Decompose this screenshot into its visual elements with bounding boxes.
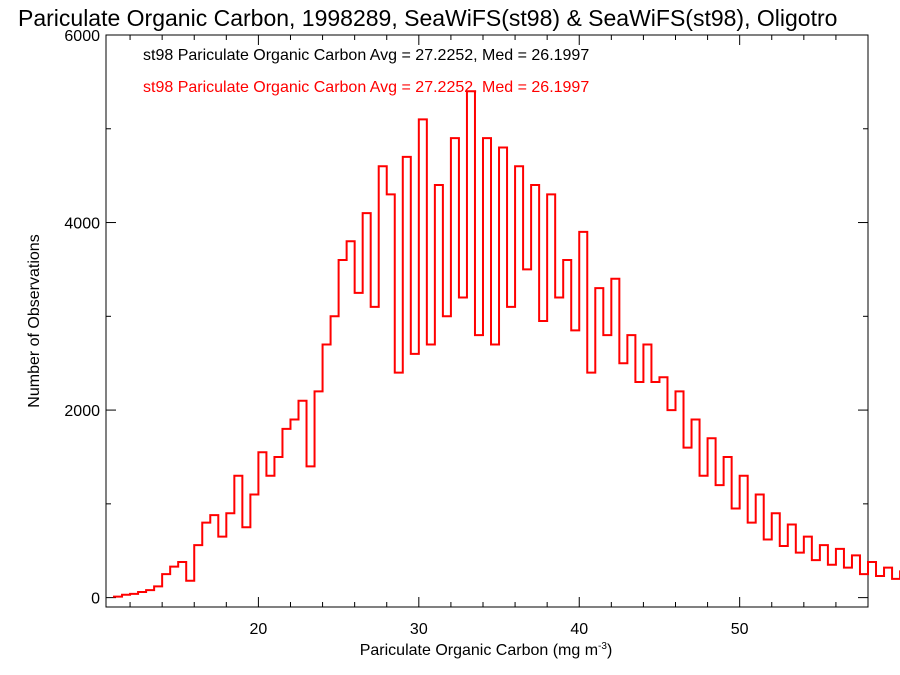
chart-title: Pariculate Organic Carbon, 1998289, SeaW… xyxy=(18,5,837,31)
legend-entry-black: st98 Pariculate Organic Carbon Avg = 27.… xyxy=(143,47,589,64)
plot-area: 20 30 40 50 0 2000 4000 6000 xyxy=(64,28,900,638)
y-axis-label: Number of Observations xyxy=(26,234,43,407)
y-tick-label: 0 xyxy=(91,591,100,608)
histogram-series-red xyxy=(113,90,900,598)
x-axis-label-close: ) xyxy=(607,642,612,659)
y-tick-label: 4000 xyxy=(64,216,100,233)
x-axis-label-main: Pariculate Organic Carbon (mg m xyxy=(360,642,598,659)
plot-frame xyxy=(105,34,869,608)
x-tick-label: 40 xyxy=(570,621,588,638)
legend-entry-red: st98 Pariculate Organic Carbon Avg = 27.… xyxy=(143,79,589,96)
y-tick-label: 2000 xyxy=(64,403,100,420)
x-axis-label: Pariculate Organic Carbon (mg m-3) xyxy=(360,641,613,659)
y-tick-label: 6000 xyxy=(64,28,100,45)
x-tick-label: 50 xyxy=(731,621,749,638)
x-axis-label-superscript: -3 xyxy=(598,641,607,652)
x-tick-label: 20 xyxy=(250,621,268,638)
x-tick-label: 30 xyxy=(410,621,428,638)
